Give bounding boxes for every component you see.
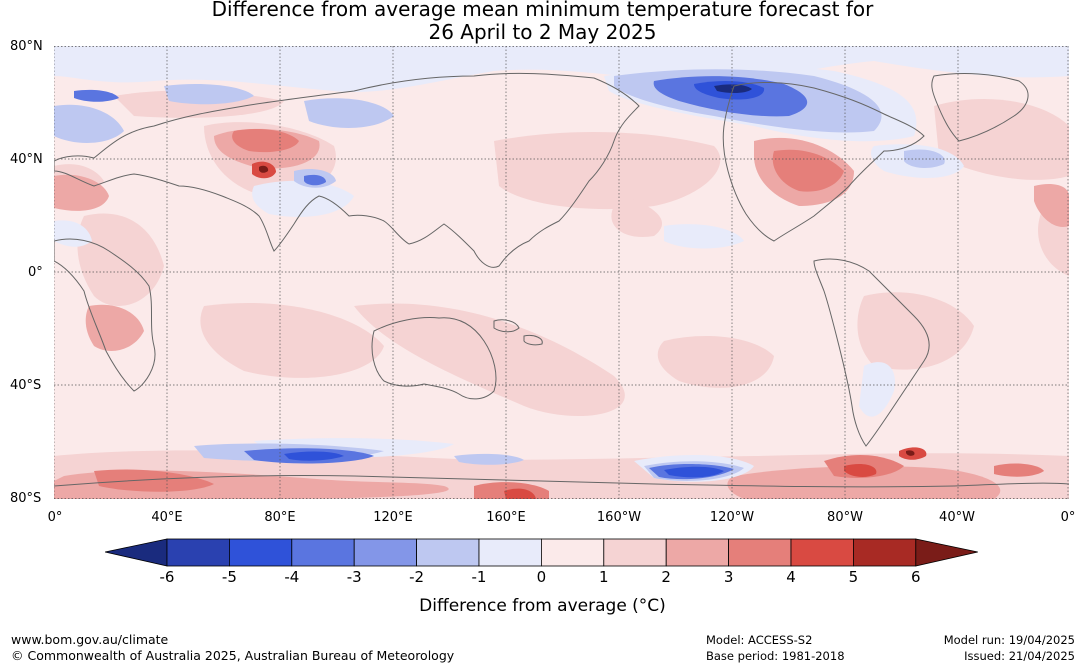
colorbar-tick-label: 3	[723, 568, 734, 586]
colorbar-tick-label: -3	[346, 568, 362, 586]
lon-label-160e: 160°E	[486, 510, 526, 525]
colorbar-tick-label: -6	[159, 568, 175, 586]
lon-label-0-east: 0°	[1060, 510, 1076, 525]
footer-base-period: Base period: 1981-2018	[706, 649, 845, 663]
colorbar-bin-10	[790, 538, 854, 567]
colorbar-tick-label: -4	[284, 568, 300, 586]
colorbar-bin-6	[540, 538, 605, 567]
lat-label-40n: 40°N	[10, 152, 43, 167]
colorbar-tick-label: 1	[599, 568, 609, 586]
lat-label-equator: 0°	[28, 265, 43, 280]
lon-label-160w: 160°W	[596, 510, 642, 525]
lon-label-120e: 120°E	[373, 510, 413, 525]
colorbar-bin-7	[603, 538, 667, 567]
colorbar-tick-label: 4	[786, 568, 796, 586]
footer-copyright: © Commonwealth of Australia 2025, Austra…	[11, 648, 455, 663]
lon-label-40e: 40°E	[151, 510, 183, 525]
colorbar-bin-8	[665, 538, 730, 567]
colorbar-bin-11	[853, 538, 917, 567]
colorbar-tick-label: 5	[848, 568, 859, 586]
lat-label-80s: 80°S	[10, 491, 42, 506]
colorbar-bin-2	[291, 538, 355, 567]
footer-model: Model: ACCESS-S2	[706, 633, 813, 647]
colorbar-tick-label: -2	[409, 568, 425, 586]
footer-site: www.bom.gov.au/climate	[11, 632, 169, 647]
colorbar-bin-1	[229, 538, 293, 567]
colorbar-arrow-high	[915, 538, 978, 567]
colorbar	[105, 538, 978, 567]
footer-model-run: Model run: 19/04/2025	[943, 633, 1075, 647]
colorbar-label: Difference from average (°C)	[419, 596, 666, 616]
lon-label-80w: 80°W	[827, 510, 863, 525]
lon-label-0: 0°	[47, 510, 63, 525]
colorbar-tick-label: -1	[471, 568, 487, 586]
colorbar-tick-label: 6	[911, 568, 921, 586]
lon-label-120w: 120°W	[709, 510, 755, 525]
lon-label-40w: 40°W	[939, 510, 975, 525]
map-title-line1: Difference from average mean minimum tem…	[211, 0, 874, 21]
map-title-line2: 26 April to 2 May 2025	[428, 20, 657, 44]
colorbar-arrow-low	[105, 538, 168, 567]
footer-issued: Issued: 21/04/2025	[964, 649, 1075, 663]
colorbar-bin-0	[166, 538, 230, 567]
anomaly-plus-6	[259, 165, 915, 456]
colorbar-tick-label: 0	[536, 568, 547, 586]
temperature-anomaly-map	[54, 46, 1069, 499]
lat-label-80n: 80°N	[10, 39, 43, 54]
colorbar-bin-5	[478, 538, 542, 567]
colorbar-tick-label: 2	[661, 568, 671, 586]
colorbar-tick-label: -5	[221, 568, 237, 586]
lat-label-40s: 40°S	[10, 378, 42, 393]
lon-label-80e: 80°E	[264, 510, 296, 525]
colorbar-bin-4	[416, 538, 480, 567]
colorbar-bin-3	[353, 538, 417, 567]
colorbar-bin-9	[728, 538, 792, 567]
graticule	[54, 46, 1069, 499]
coastlines	[54, 72, 1069, 488]
